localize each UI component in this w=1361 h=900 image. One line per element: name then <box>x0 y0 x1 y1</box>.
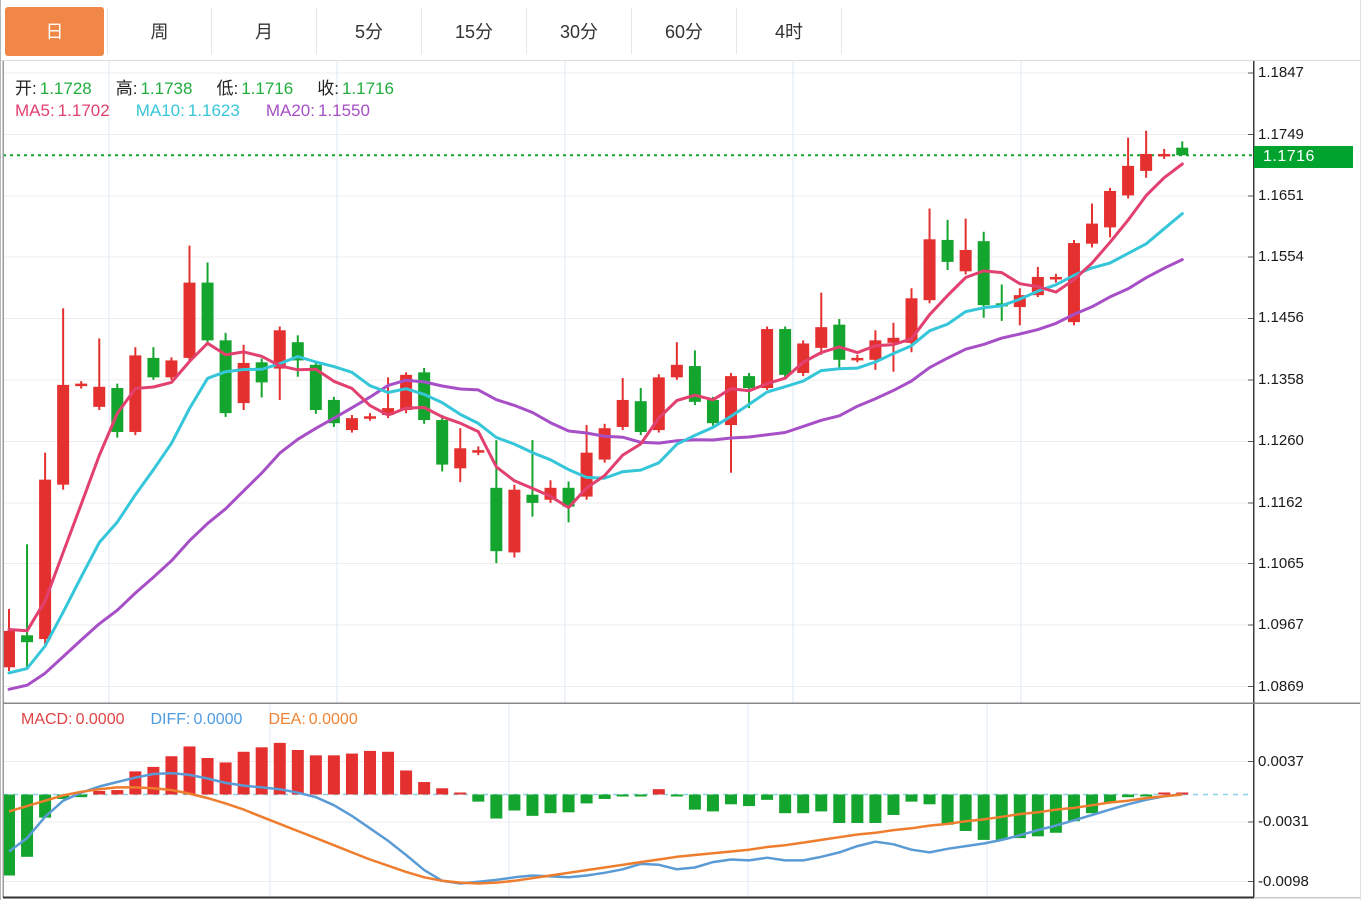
tab-day[interactable]: 日 <box>5 6 104 56</box>
price-tick-1.1456: 1.1456 <box>1258 309 1304 327</box>
price-tick-1.1847: 1.1847 <box>1258 64 1304 81</box>
price-tick-1.1065: 1.1065 <box>1258 554 1304 572</box>
price-tick-1.1749: 1.1749 <box>1258 125 1304 143</box>
last-price-label: 1.1716 <box>1254 146 1353 168</box>
tab-30min[interactable]: 30分 <box>527 8 632 54</box>
price-tick-1.0967: 1.0967 <box>1258 616 1304 634</box>
price-tick-1.1260: 1.1260 <box>1258 432 1304 450</box>
price-tick-1.1651: 1.1651 <box>1258 187 1304 204</box>
macd-tick--0.0098: -0.0098 <box>1258 872 1309 890</box>
tab-5min[interactable]: 5分 <box>317 8 422 54</box>
tab-15min[interactable]: 15分 <box>422 8 527 54</box>
tab-week[interactable]: 周 <box>107 8 212 54</box>
price-tick-1.1162: 1.1162 <box>1258 493 1303 511</box>
price-tick-1.1358: 1.1358 <box>1258 370 1304 388</box>
tab-60min[interactable]: 60分 <box>632 8 737 54</box>
price-tick-1.1554: 1.1554 <box>1258 247 1304 265</box>
macd-tick-0.0037: 0.0037 <box>1258 752 1304 770</box>
timeframe-tabbar: 日 周 月 5分 15分 30分 60分 4时 <box>1 0 1360 61</box>
tab-month[interactable]: 月 <box>212 8 317 54</box>
macd-tick--0.0031: -0.0031 <box>1258 813 1309 831</box>
price-tick-1.0869: 1.0869 <box>1258 677 1304 695</box>
tab-4hour[interactable]: 4时 <box>737 8 842 54</box>
